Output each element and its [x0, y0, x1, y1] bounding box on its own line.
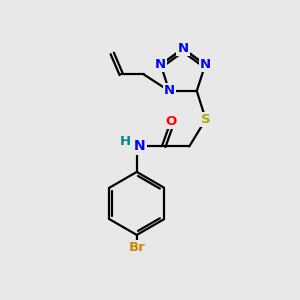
Text: N: N [200, 58, 211, 71]
Text: S: S [201, 113, 211, 126]
Text: Br: Br [128, 241, 145, 254]
Text: N: N [177, 42, 189, 55]
Text: O: O [166, 115, 177, 128]
Text: N: N [164, 84, 175, 98]
Text: H: H [120, 135, 131, 148]
Text: N: N [155, 58, 166, 71]
Text: N: N [134, 140, 146, 153]
